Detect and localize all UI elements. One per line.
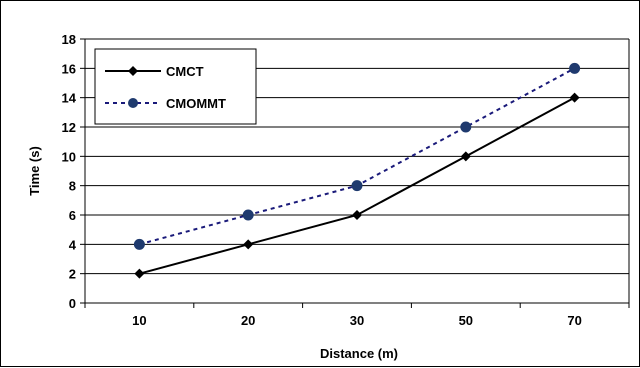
legend-box [94,48,257,125]
data-point-cmct [243,239,254,250]
y-axis-title: Time (s) [27,146,42,196]
x-tick-labels: 10 20 30 50 70 [132,313,582,328]
data-point-cmommt [569,62,581,74]
y-tick-label: 14 [62,91,77,106]
series-layer [133,62,581,279]
legend: CMCT CMOMMT [94,48,257,125]
y-tick-label: 0 [69,296,76,311]
y-tick-label: 4 [69,237,77,252]
data-point-cmct [134,268,145,279]
x-tick-label: 30 [350,313,364,328]
x-axis-title: Distance (m) [320,346,398,361]
data-point-cmommt [133,238,145,250]
y-tick-label: 16 [62,61,76,76]
data-point-cmommt [242,209,254,221]
y-tick-label: 6 [69,208,76,223]
y-tick-label: 8 [69,179,76,194]
data-point-cmct [352,210,362,220]
y-tick-label: 18 [62,32,76,47]
data-point-cmommt [460,121,472,133]
legend-label-cmommt: CMOMMT [166,96,226,111]
y-tick-label: 2 [69,267,76,282]
legend-label-cmct: CMCT [166,64,204,79]
legend-marker-cmct [128,66,138,76]
y-tick-label: 12 [62,120,76,135]
x-tick-label: 10 [132,313,146,328]
x-tick-label: 20 [241,313,255,328]
data-point-cmommt [351,180,363,192]
data-point-cmct [569,92,580,103]
data-point-cmct [460,151,471,162]
legend-marker-cmommt [128,98,138,108]
axes [80,38,630,308]
y-tick-labels: 0 2 4 6 8 10 12 14 16 18 [62,32,77,311]
x-tick-label: 70 [567,313,581,328]
x-tick-label: 50 [459,313,473,328]
y-tick-label: 10 [62,149,76,164]
